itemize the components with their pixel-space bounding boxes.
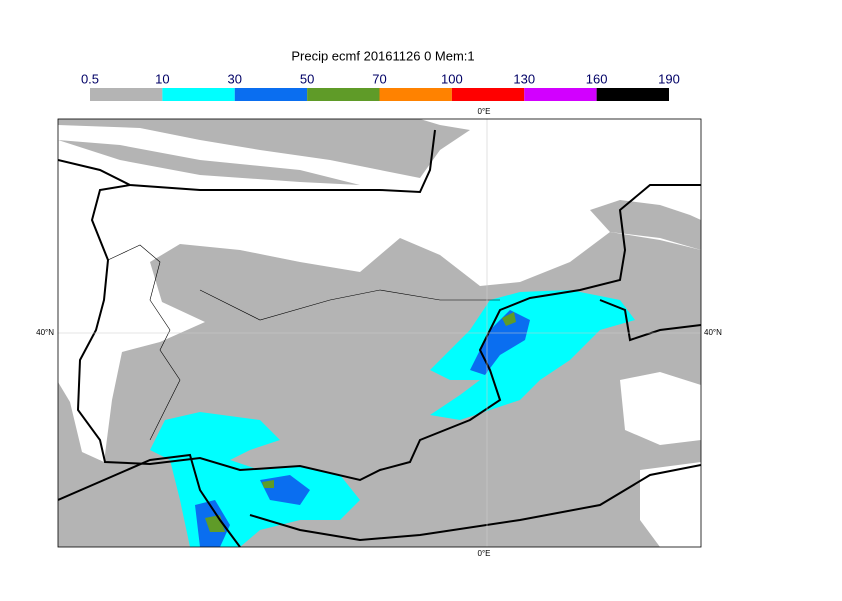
colorbar-bin (596, 88, 669, 101)
colorbar: 0.5 10 30 50 70 100 130 160 190 (81, 71, 680, 101)
coastline (58, 129, 701, 547)
border (107, 244, 500, 441)
precip-area (58, 119, 470, 178)
colorbar-label: 50 (300, 71, 314, 86)
dry-area (620, 372, 701, 445)
dry-area (58, 119, 701, 462)
precip-cyan (430, 290, 635, 420)
colorbar-label: 10 (155, 71, 169, 86)
lat-label: 40°N (36, 328, 54, 337)
colorbar-label: 0.5 (81, 71, 99, 86)
map-frame (57, 118, 702, 548)
colorbar-bin (162, 88, 235, 101)
lat-label: 40°N (704, 328, 722, 337)
colorbar-label: 100 (441, 71, 463, 86)
lon-label: 0°E (478, 549, 491, 558)
colorbar-bin (524, 88, 597, 101)
precip-area (590, 200, 701, 250)
colorbar-bin (379, 88, 452, 101)
lon-label: 0°E (478, 107, 491, 116)
title: Precip ecmf 20161126 0 Mem:1 (291, 48, 474, 63)
colorbar-label: 30 (228, 71, 242, 86)
colorbar-label: 130 (513, 71, 535, 86)
precip-area (58, 140, 360, 185)
map (58, 119, 701, 547)
colorbar-bin (451, 88, 525, 101)
dry-area (640, 462, 701, 547)
colorbar-label: 70 (372, 71, 386, 86)
colorbar-label: 190 (658, 71, 680, 86)
colorbar-bin (307, 88, 380, 101)
colorbar-bin (234, 88, 308, 101)
colorbar-label: 160 (586, 71, 608, 86)
colorbar-bin (90, 88, 163, 101)
